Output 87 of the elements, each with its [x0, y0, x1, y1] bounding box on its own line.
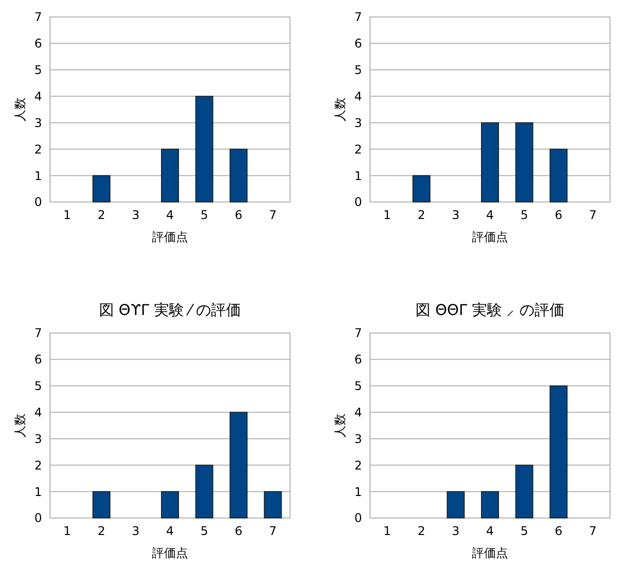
bar	[195, 96, 214, 202]
x-tick-label: 7	[589, 208, 597, 222]
x-tick-label: 1	[63, 524, 71, 538]
bar	[550, 148, 568, 202]
x-tick-label: 5	[520, 208, 528, 222]
x-tick-label: 7	[269, 524, 277, 538]
y-tick-label: 7	[354, 326, 362, 340]
x-tick-label: 4	[486, 208, 494, 222]
y-axis-title: 人数	[333, 414, 347, 438]
bar	[195, 464, 214, 518]
y-tick-label: 3	[34, 116, 42, 130]
x-tick-label: 4	[166, 208, 174, 222]
x-tick-label: 1	[63, 208, 71, 222]
y-tick-label: 4	[34, 89, 42, 104]
x-tick-label: 3	[132, 208, 140, 222]
x-tick-label: 5	[200, 524, 208, 538]
x-tick-label: 7	[269, 208, 277, 222]
x-tick-label: 3	[452, 208, 460, 222]
y-tick-label: 1	[354, 484, 362, 499]
y-tick-label: 2	[354, 458, 362, 472]
x-tick-label: 3	[132, 524, 140, 538]
y-tick-label: 1	[34, 484, 42, 499]
bar	[92, 491, 110, 518]
x-tick-label: 2	[418, 208, 426, 222]
y-tick-label: 2	[34, 142, 42, 156]
bar	[230, 412, 248, 518]
bar	[92, 175, 110, 202]
y-tick-label: 7	[34, 10, 42, 24]
bar	[481, 491, 499, 518]
y-tick-label: 3	[354, 432, 362, 446]
x-tick-label: 6	[234, 524, 242, 538]
y-tick-label: 7	[354, 10, 362, 24]
y-tick-label: 5	[354, 379, 362, 394]
x-tick-label: 2	[98, 524, 106, 538]
x-tick-label: 1	[383, 524, 391, 538]
y-axis-title: 人数	[13, 414, 27, 438]
bar	[161, 491, 179, 518]
y-tick-label: 6	[34, 36, 42, 51]
y-tick-label: 5	[34, 63, 42, 78]
x-tick-label: 2	[418, 524, 426, 538]
bar	[161, 148, 179, 202]
x-tick-label: 5	[520, 524, 528, 538]
bar	[230, 148, 248, 202]
y-tick-label: 0	[354, 195, 362, 210]
y-tick-label: 5	[34, 379, 42, 394]
y-tick-label: 0	[354, 511, 362, 526]
y-tick-label: 0	[34, 511, 42, 526]
bar	[481, 122, 499, 202]
bar	[550, 385, 568, 518]
x-tick-label: 6	[554, 524, 562, 538]
x-tick-label: 2	[98, 208, 106, 222]
x-axis-title: 評価点	[152, 546, 188, 560]
y-tick-label: 4	[354, 405, 362, 420]
x-tick-label: 3	[452, 524, 460, 538]
y-tick-label: 1	[354, 168, 362, 183]
y-tick-label: 6	[354, 352, 362, 367]
y-tick-label: 2	[34, 458, 42, 472]
x-tick-label: 4	[166, 524, 174, 538]
y-axis-title: 人数	[13, 98, 27, 122]
y-tick-label: 6	[354, 36, 362, 51]
chart-title: 図 ΘϒΓ 実験 ⁄ の評価	[98, 301, 242, 319]
bar	[412, 175, 430, 202]
y-axis-title: 人数	[333, 98, 347, 122]
y-tick-label: 4	[354, 89, 362, 104]
chart-title: 図 ΘΘΓ 実験 ⸝ の評価	[415, 301, 565, 319]
y-tick-label: 7	[34, 326, 42, 340]
x-axis-title: 評価点	[152, 230, 188, 244]
x-tick-label: 7	[589, 524, 597, 538]
y-tick-label: 5	[354, 63, 362, 78]
x-tick-label: 1	[383, 208, 391, 222]
y-tick-label: 3	[354, 116, 362, 130]
bar	[515, 122, 534, 202]
bar	[264, 491, 282, 518]
x-tick-label: 6	[234, 208, 242, 222]
y-tick-label: 4	[34, 405, 42, 420]
y-tick-label: 1	[34, 168, 42, 183]
x-tick-label: 4	[486, 524, 494, 538]
y-tick-label: 2	[354, 142, 362, 156]
y-tick-label: 6	[34, 352, 42, 367]
y-tick-label: 3	[34, 432, 42, 446]
x-axis-title: 評価点	[472, 546, 508, 560]
x-tick-label: 5	[200, 208, 208, 222]
x-axis-title: 評価点	[472, 230, 508, 244]
x-tick-label: 6	[554, 208, 562, 222]
bar	[446, 491, 465, 518]
y-tick-label: 0	[34, 195, 42, 210]
bar	[515, 464, 534, 518]
